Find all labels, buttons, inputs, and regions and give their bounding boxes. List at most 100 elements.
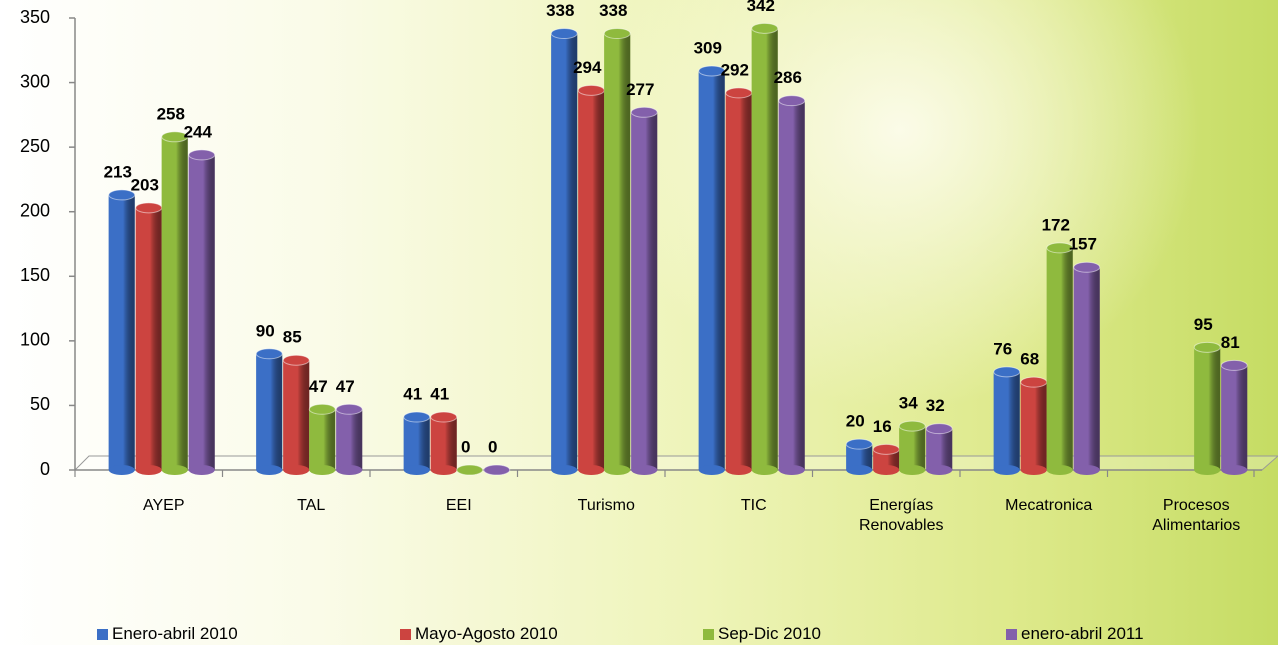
bar-shade xyxy=(309,409,336,470)
bar xyxy=(108,189,136,475)
y-tick-label: 150 xyxy=(20,265,50,285)
bar xyxy=(1193,341,1221,475)
bar-cap xyxy=(456,464,484,476)
bar-cap xyxy=(550,27,578,39)
bar-cap xyxy=(778,95,806,107)
bar xyxy=(255,348,283,475)
data-label: 41 xyxy=(430,385,449,404)
bar-base xyxy=(846,465,873,475)
x-tick-label: TAL xyxy=(297,497,326,514)
bar-cap xyxy=(898,420,926,432)
bar-cap xyxy=(725,87,753,99)
legend-item: Enero-abril 2010 xyxy=(97,624,238,644)
bar xyxy=(1020,376,1048,475)
bar-cap xyxy=(1073,261,1101,273)
bar-base xyxy=(778,465,805,475)
bar xyxy=(403,411,431,475)
bar xyxy=(577,84,605,475)
bar-shade xyxy=(161,136,188,470)
bar-shade xyxy=(403,417,430,470)
bar-shade xyxy=(778,100,805,470)
bar-base xyxy=(926,465,953,475)
data-label: 81 xyxy=(1221,333,1240,352)
y-tick-label: 300 xyxy=(20,71,50,91)
bar-base xyxy=(751,465,778,475)
data-label: 85 xyxy=(283,328,302,347)
bar-cap xyxy=(1193,341,1221,353)
bar-cap xyxy=(1046,242,1074,254)
y-tick-label: 0 xyxy=(40,459,50,479)
data-label: 0 xyxy=(488,437,497,456)
data-label: 172 xyxy=(1042,215,1070,234)
data-label: 342 xyxy=(747,0,775,15)
data-label: 294 xyxy=(573,58,602,77)
data-label: 213 xyxy=(104,162,132,181)
bar-base xyxy=(108,465,135,475)
data-label: 16 xyxy=(873,417,892,436)
data-label: 32 xyxy=(926,396,945,415)
bar xyxy=(698,65,726,475)
x-tick-label: TIC xyxy=(740,497,767,514)
bar xyxy=(161,131,189,475)
bar xyxy=(456,464,484,476)
bar-cap xyxy=(751,22,779,34)
bar xyxy=(872,443,900,475)
bar-shade xyxy=(283,360,310,470)
bar-shade xyxy=(336,409,363,470)
legend-swatch xyxy=(97,628,108,640)
data-label: 20 xyxy=(846,412,865,431)
bar-shade xyxy=(188,154,215,471)
bar-base xyxy=(725,465,752,475)
bar xyxy=(630,106,658,475)
bar-base xyxy=(993,465,1020,475)
bar-shade xyxy=(1073,267,1100,470)
x-tick-label: Procesos Alimentarios xyxy=(1152,497,1241,534)
data-label: 95 xyxy=(1194,315,1213,334)
bar xyxy=(335,403,363,475)
legend-item: Mayo-Agosto 2010 xyxy=(400,624,558,644)
bar-base xyxy=(698,465,725,475)
bar-cap xyxy=(161,131,189,143)
legend-label: Sep-Dic 2010 xyxy=(718,624,822,643)
x-tick-label: Turismo xyxy=(577,497,635,514)
bar-cap xyxy=(108,189,136,201)
bar-base xyxy=(1194,465,1221,475)
bar xyxy=(1046,242,1074,475)
bar-base xyxy=(161,465,188,475)
bar xyxy=(430,411,458,475)
bar-cap xyxy=(483,464,511,476)
bar xyxy=(1220,359,1248,475)
bar-shade xyxy=(578,90,605,470)
bar xyxy=(993,366,1021,475)
bar-shade xyxy=(430,417,457,470)
y-tick-label: 100 xyxy=(20,330,50,350)
bar xyxy=(282,354,310,475)
bar-cap xyxy=(603,27,631,39)
bar xyxy=(725,87,753,475)
bar-shade xyxy=(926,428,953,470)
data-label: 292 xyxy=(721,60,749,79)
bar-cap xyxy=(430,411,458,423)
bar-base xyxy=(578,465,605,475)
bar-cap xyxy=(577,84,605,96)
bar-base xyxy=(336,465,363,475)
bar-cap xyxy=(308,403,336,415)
data-label: 34 xyxy=(899,394,918,413)
bar xyxy=(925,423,953,475)
data-label: 47 xyxy=(309,377,328,396)
data-label: 76 xyxy=(993,339,1012,358)
data-label: 244 xyxy=(184,122,213,141)
data-label: 309 xyxy=(694,38,722,57)
bar xyxy=(845,438,873,475)
bar-base xyxy=(1046,465,1073,475)
data-label: 41 xyxy=(403,385,422,404)
bar-base xyxy=(256,465,283,475)
bar-shade xyxy=(725,92,752,470)
bar-shade xyxy=(551,33,578,471)
bar xyxy=(135,202,163,475)
x-tick-label: Energías Renovables xyxy=(859,497,944,534)
legend-label: enero-abril 2011 xyxy=(1021,624,1144,643)
data-label: 258 xyxy=(157,104,185,123)
